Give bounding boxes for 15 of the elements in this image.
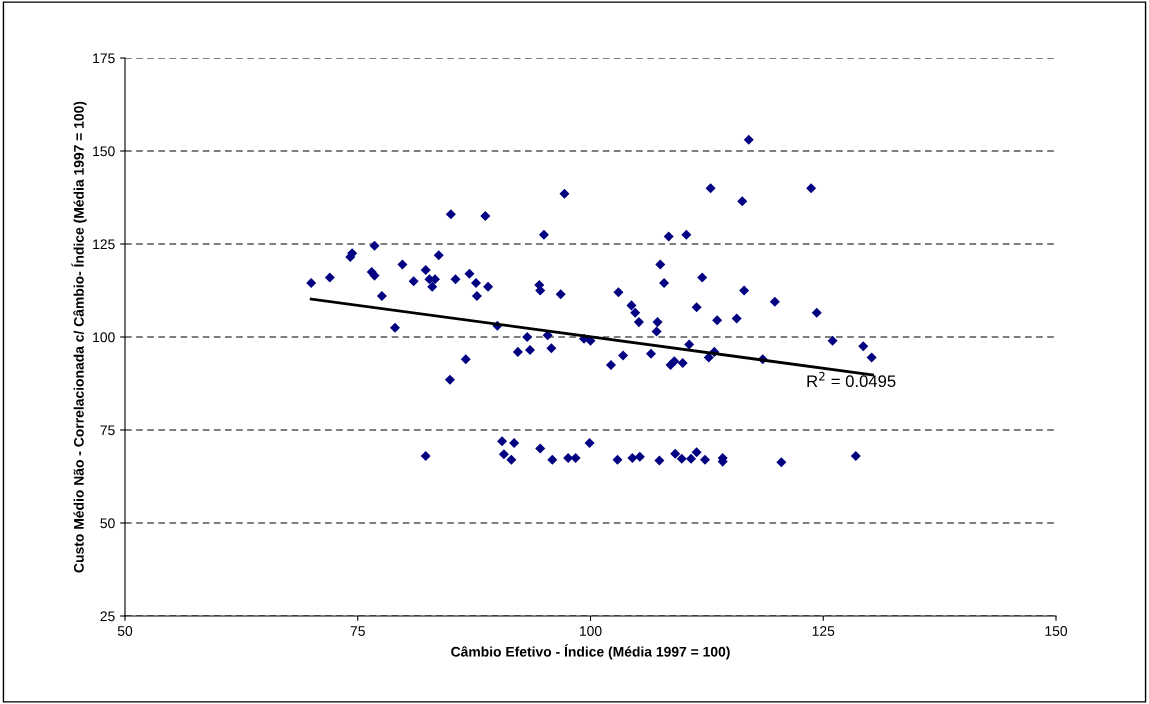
y-tick-label: 175 xyxy=(93,53,115,64)
y-axis-title: Custo Médio Não - Correlacionada c/ Câmbio- Índice (Média 1997 = 100) xyxy=(71,101,87,573)
x-tick-label: 125 xyxy=(812,626,835,636)
y-tick-label: 150 xyxy=(93,146,115,157)
x-tick-label: 150 xyxy=(1045,626,1068,636)
y-tick-label: 100 xyxy=(93,332,115,343)
y-tick-label: 125 xyxy=(93,239,115,250)
x-tick-label: 75 xyxy=(350,626,365,636)
annotation: R$^{2}$ = 0.0495 xyxy=(807,371,896,388)
x-tick-label: 50 xyxy=(117,626,133,636)
y-tick-label: 75 xyxy=(100,425,115,436)
x-axis-title: Câmbio Efetivo - Índice (Média 1997 = 100) xyxy=(451,644,730,660)
x-tick-label: 100 xyxy=(579,626,602,636)
y-tick-label: 50 xyxy=(100,518,115,529)
y-tick-label: 25 xyxy=(100,611,115,622)
